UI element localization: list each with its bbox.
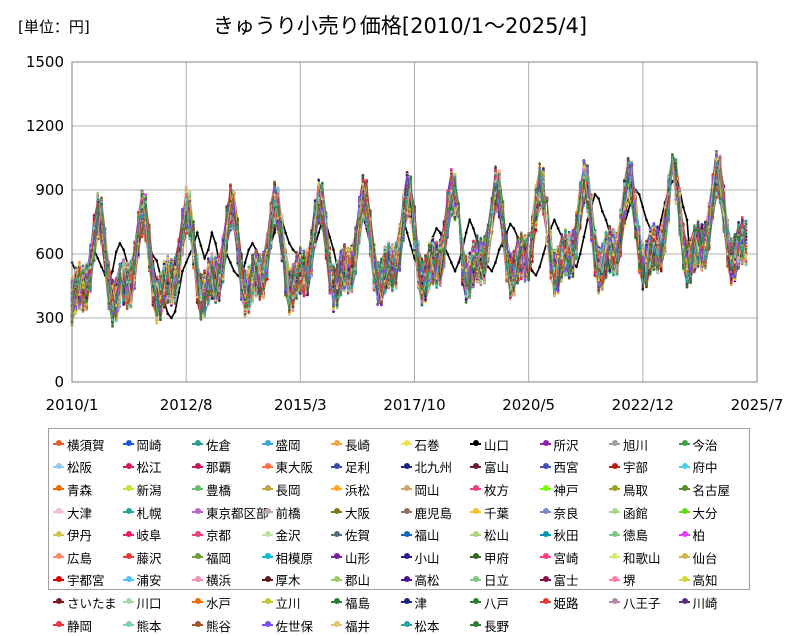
data-point	[178, 291, 181, 294]
data-point	[236, 274, 239, 277]
data-point	[329, 236, 332, 239]
data-point	[553, 219, 556, 222]
data-point	[682, 206, 685, 209]
data-point	[410, 244, 413, 247]
data-point	[557, 227, 560, 230]
data-point	[332, 248, 335, 251]
data-point	[601, 210, 604, 213]
data-point	[535, 274, 538, 277]
data-point	[693, 224, 696, 227]
data-point	[472, 227, 475, 230]
data-point	[513, 227, 516, 230]
data-point	[248, 248, 251, 251]
data-point	[594, 193, 597, 196]
data-point	[200, 244, 203, 247]
data-point	[111, 270, 114, 273]
data-point	[638, 193, 641, 196]
x-tick-label: 2015/3	[274, 396, 327, 414]
data-point	[465, 231, 468, 234]
data-point	[229, 261, 232, 264]
data-point	[288, 242, 291, 245]
data-point	[203, 257, 206, 260]
data-point	[583, 236, 586, 239]
data-point	[233, 270, 236, 273]
data-point	[406, 231, 409, 234]
data-point	[446, 253, 449, 256]
data-point	[211, 231, 214, 234]
data-point	[207, 248, 210, 251]
data-point	[196, 231, 199, 234]
y-tick-label: 1200	[26, 117, 64, 135]
data-point	[435, 227, 438, 230]
data-point	[251, 242, 254, 245]
data-point	[494, 261, 497, 264]
y-tick-label: 1500	[26, 53, 64, 71]
data-point	[538, 266, 541, 269]
x-tick-label: 2012/8	[160, 396, 213, 414]
data-point	[189, 253, 192, 256]
data-point	[686, 219, 689, 222]
data-point	[115, 251, 118, 254]
data-point	[542, 213, 545, 216]
data-point	[575, 266, 578, 269]
y-tick-label: 0	[54, 373, 64, 391]
data-point	[97, 257, 100, 260]
line-chart: 0 300 600 900 1200 1500 2010/1 2012/8 2015/3 2017…	[0, 0, 800, 430]
data-point	[454, 270, 457, 273]
data-point	[284, 231, 287, 234]
data-point	[244, 261, 247, 264]
y-tick-label: 600	[35, 245, 64, 263]
x-tick-label: 2020/5	[502, 396, 555, 414]
data-point	[185, 261, 188, 264]
data-point	[579, 253, 582, 256]
data-point	[605, 219, 608, 222]
data-point	[130, 306, 133, 309]
data-point	[155, 259, 158, 262]
data-point	[531, 270, 534, 273]
data-point	[100, 266, 103, 269]
data-point	[597, 197, 600, 200]
y-tick-label: 900	[35, 181, 64, 199]
data-point	[122, 248, 125, 251]
data-point	[468, 219, 471, 222]
y-tick-label: 300	[35, 309, 64, 327]
x-tick-label: 2025/7	[731, 396, 784, 414]
data-point	[439, 231, 442, 234]
data-point	[457, 261, 460, 264]
data-point	[181, 270, 184, 273]
data-point	[119, 242, 122, 245]
data-point	[167, 312, 170, 315]
data-point	[317, 231, 320, 234]
data-point	[292, 248, 295, 251]
data-point	[391, 243, 394, 246]
data-point	[645, 219, 648, 222]
data-point	[491, 270, 494, 273]
data-point	[542, 253, 545, 256]
data-point	[498, 248, 501, 251]
data-point	[174, 310, 177, 313]
data-point	[450, 261, 453, 264]
data-point	[214, 242, 217, 245]
x-tick-label: 2022/12	[612, 396, 674, 414]
data-point	[170, 317, 173, 320]
x-tick-label: 2017/10	[383, 396, 445, 414]
data-point	[642, 206, 645, 209]
data-point	[509, 223, 512, 226]
x-tick-label: 2010/1	[46, 396, 99, 414]
